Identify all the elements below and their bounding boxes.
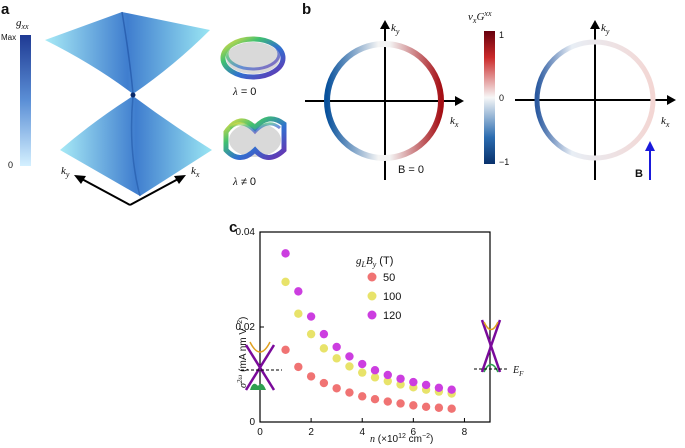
inset-lambda-nonzero: λ ≠ 0 (223, 116, 287, 188)
point-series-120 (281, 249, 290, 258)
point-series-100 (306, 329, 316, 339)
point-series-50 (383, 397, 392, 406)
inset-lambda-zero-label: λ = 0 (232, 86, 256, 98)
point-series-120 (345, 352, 354, 361)
point-series-50 (358, 392, 367, 401)
legend-marker-50 (367, 272, 377, 282)
panel-a-kx-label: kx (191, 165, 200, 179)
point-series-120 (319, 329, 329, 339)
data-points (281, 249, 456, 413)
field-zero-label: B = 0 (398, 164, 424, 176)
sigma-vs-n-chart: 0 0.02 0.04 0 2 4 6 8 n (×1012 cm−2) σ2ω (mA n… (236, 227, 491, 445)
gxx-max-label: Max (1, 33, 16, 42)
x-tick-label: 8 (462, 427, 468, 438)
panel-a-axes: ky kx (61, 165, 200, 206)
y-tick-label: 0 (249, 417, 255, 428)
point-series-50 (396, 399, 405, 408)
left-kx-label: kx (450, 115, 459, 129)
gxx-colorbar: gxx Max 0 (1, 17, 31, 170)
point-series-120 (447, 385, 456, 394)
legend-label-50: 50 (383, 272, 395, 284)
vxGxx-colorbar: vxGxx 1 0 −1 (468, 9, 509, 167)
band-inset-left (241, 341, 282, 391)
legend: gLBy (T) 50 100 120 (356, 255, 401, 322)
inset-lambda-nonzero-label: λ ≠ 0 (232, 176, 256, 188)
point-series-100 (281, 277, 290, 287)
point-series-120 (383, 370, 392, 380)
point-series-50 (345, 388, 354, 397)
gxx-colorbar-gradient (20, 35, 31, 166)
point-series-50 (306, 372, 316, 381)
vxGxx-tick-zero: 0 (499, 93, 504, 103)
point-series-120 (370, 366, 380, 375)
y-tick-label: 0.04 (236, 227, 256, 238)
point-series-50 (319, 378, 329, 388)
panel-c-label: c (229, 219, 237, 236)
point-series-120 (434, 383, 444, 392)
x-ticks: 0 2 4 6 8 (257, 418, 468, 438)
x-tick-label: 6 (411, 427, 417, 438)
legend-label-120: 120 (383, 310, 401, 322)
point-series-100 (345, 362, 354, 371)
vxGxx-tick-neg: −1 (499, 157, 509, 167)
point-series-50 (409, 401, 418, 410)
point-series-120 (358, 359, 367, 369)
panel-a-ky-label: ky (61, 165, 70, 179)
legend-label-100: 100 (383, 291, 401, 303)
point-series-120 (396, 374, 405, 383)
point-series-120 (306, 312, 316, 321)
field-arrow-label: B (635, 168, 643, 180)
inset-lambda-zero: λ = 0 (220, 36, 286, 98)
fermi-contour-right: ky kx B (515, 20, 676, 180)
y-tick-label: 0.02 (236, 322, 256, 333)
x-tick-label: 0 (257, 427, 263, 438)
legend-marker-100 (367, 291, 377, 301)
fermi-contour-left: ky kx B = 0 (305, 20, 464, 180)
point-series-50 (281, 345, 290, 354)
fermi-ring-left (324, 41, 444, 161)
point-series-120 (421, 380, 431, 390)
gxx-min-label: 0 (8, 160, 13, 170)
point-series-120 (294, 287, 303, 296)
right-ky-label: ky (601, 22, 610, 36)
point-series-100 (370, 373, 380, 382)
point-series-50 (332, 384, 341, 393)
y-axis-label: σ2ω (mA nm V−2) (236, 317, 249, 388)
x-tick-label: 2 (308, 427, 314, 438)
dirac-cone-surface (45, 11, 212, 197)
panel-a-label: a (1, 1, 10, 18)
fermi-ring-right (534, 39, 656, 161)
point-series-50 (294, 362, 303, 372)
vxGxx-colorbar-title: vxGxx (468, 9, 492, 25)
point-series-100 (358, 368, 367, 377)
y-ticks: 0 0.02 0.04 (236, 227, 264, 428)
x-tick-label: 4 (359, 427, 365, 438)
legend-marker-120 (367, 310, 377, 320)
vxGxx-tick-pos: 1 (499, 30, 504, 40)
point-series-50 (421, 402, 431, 411)
point-series-100 (294, 309, 303, 318)
point-series-50 (447, 404, 456, 413)
gxx-colorbar-title: gxx (16, 17, 29, 31)
panel-b-label: b (302, 1, 311, 18)
x-axis-label: n (×1012 cm−2) (370, 433, 433, 445)
point-series-120 (409, 377, 418, 387)
point-series-50 (370, 395, 380, 404)
legend-title: gLBy (T) (356, 255, 393, 269)
band-inset-right: EF (474, 319, 524, 378)
point-series-100 (383, 376, 392, 386)
vxGxx-colorbar-gradient (484, 31, 495, 164)
point-series-50 (434, 403, 444, 412)
fermi-energy-label: EF (512, 365, 524, 378)
point-series-100 (319, 344, 329, 353)
right-kx-label: kx (661, 115, 670, 129)
left-ky-label: ky (391, 22, 400, 36)
point-series-100 (332, 354, 341, 363)
point-series-120 (332, 342, 341, 352)
